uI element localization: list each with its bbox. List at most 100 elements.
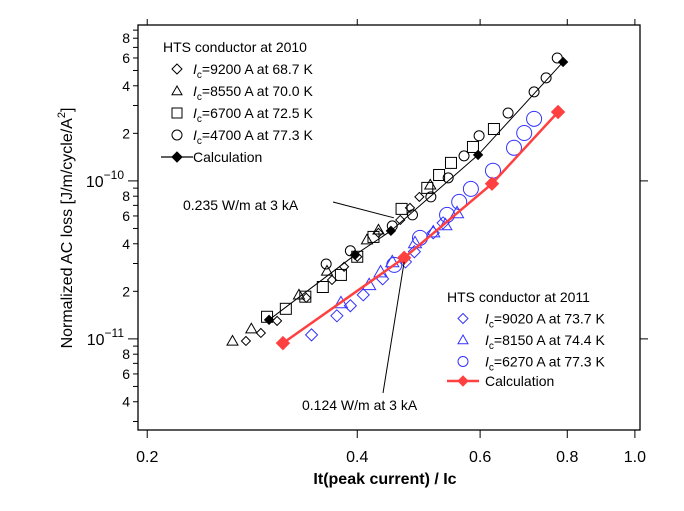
calculation-point bbox=[349, 249, 361, 261]
x-tick-label: 0.4 bbox=[346, 449, 368, 466]
legend-marker bbox=[171, 151, 183, 163]
y-minor-tick-label: 2 bbox=[122, 125, 130, 141]
data-point bbox=[333, 295, 349, 309]
legend-label: Ic=6700 A at 72.5 K bbox=[193, 105, 313, 125]
legend-1: HTS conductor at 2011 Ic=9020 A at 73.7 K… bbox=[447, 289, 605, 389]
calculation-point bbox=[550, 104, 566, 120]
y-axis-label: Normalized AC loss [J/m/cycle/A2] bbox=[56, 108, 76, 349]
data-point bbox=[334, 268, 347, 281]
data-marks bbox=[226, 52, 569, 351]
data-point bbox=[320, 264, 334, 276]
data-point bbox=[372, 223, 385, 235]
legends: HTS conductor at 2010 Ic=9200 A at 68.7 K… bbox=[161, 39, 605, 389]
data-point bbox=[425, 191, 437, 203]
series-3 bbox=[320, 52, 563, 270]
x-tick-label: 0.8 bbox=[556, 449, 578, 466]
data-point bbox=[395, 202, 408, 215]
data-point bbox=[466, 140, 479, 153]
y-tick-label: 10−11 bbox=[87, 326, 125, 349]
data-point bbox=[304, 328, 319, 342]
data-point bbox=[320, 258, 332, 270]
data-point bbox=[526, 110, 543, 127]
data-point bbox=[540, 72, 552, 84]
y-minor-tick-label: 4 bbox=[122, 236, 130, 252]
plot-frame bbox=[137, 24, 641, 431]
legend-marker bbox=[457, 333, 469, 345]
y-minor-tick-label: 8 bbox=[122, 30, 130, 46]
legend-marker bbox=[457, 375, 469, 387]
series-8 bbox=[275, 104, 566, 351]
data-point bbox=[356, 288, 370, 302]
data-point bbox=[487, 123, 500, 136]
legend-title: HTS conductor at 2010 bbox=[163, 39, 307, 55]
data-point bbox=[414, 191, 425, 203]
x-tick-label: 0.2 bbox=[136, 449, 158, 466]
data-point bbox=[330, 309, 344, 323]
legend-label: Ic=6270 A at 77.3 K bbox=[485, 354, 605, 374]
data-point bbox=[473, 130, 485, 142]
series-4 bbox=[263, 56, 569, 326]
data-point bbox=[316, 281, 329, 294]
data-point bbox=[226, 334, 239, 346]
legend-marker bbox=[171, 63, 183, 75]
series-1 bbox=[226, 178, 437, 346]
data-point bbox=[255, 327, 267, 339]
data-point bbox=[386, 256, 403, 273]
calculation-line bbox=[268, 61, 564, 321]
legend-label: Ic=4700 A at 77.3 K bbox=[193, 127, 313, 147]
y-minor-tick-label: 6 bbox=[122, 50, 130, 66]
legend-marker bbox=[171, 84, 183, 96]
calculation-point bbox=[275, 335, 291, 351]
x-axis-label: It(peak current) / Ic bbox=[313, 471, 456, 488]
data-point bbox=[528, 86, 540, 98]
y-minor-tick-label: 2 bbox=[122, 283, 130, 299]
legend-label: Ic=9020 A at 73.7 K bbox=[485, 311, 605, 331]
legend-0: HTS conductor at 2010 Ic=9200 A at 68.7 K… bbox=[161, 39, 313, 165]
data-point bbox=[360, 233, 374, 245]
legend-marker bbox=[457, 312, 469, 325]
y-minor-tick-label: 6 bbox=[122, 366, 130, 382]
calculation-point bbox=[263, 314, 275, 326]
annotation-label: 0.124 W/m at 3 kA bbox=[302, 397, 418, 413]
calculation-point bbox=[484, 176, 500, 191]
y-minor-tick-label: 4 bbox=[122, 394, 130, 410]
legend-marker bbox=[171, 107, 183, 119]
x-tick-label: 1.0 bbox=[624, 449, 646, 466]
legend-label: Calculation bbox=[485, 373, 554, 389]
data-point bbox=[451, 193, 468, 210]
annotation-leader bbox=[382, 261, 405, 394]
legend-label: Ic=8550 A at 70.0 K bbox=[193, 83, 313, 103]
calculation-point bbox=[385, 225, 397, 237]
data-point bbox=[502, 107, 514, 119]
legend-label: Ic=8150 A at 74.4 K bbox=[485, 332, 605, 352]
data-point bbox=[395, 214, 406, 226]
y-minor-tick-label: 8 bbox=[122, 346, 130, 362]
y-minor-tick-label: 8 bbox=[122, 188, 130, 204]
annotation-leader bbox=[332, 201, 395, 219]
legend-label: Calculation bbox=[193, 149, 262, 165]
data-point bbox=[406, 209, 418, 221]
data-point bbox=[462, 180, 479, 197]
data-point bbox=[442, 172, 454, 184]
legend-marker bbox=[171, 129, 183, 141]
y-tick-label: 10−10 bbox=[86, 168, 124, 191]
legend-marker bbox=[457, 356, 469, 367]
x-tick-label: 0.6 bbox=[469, 449, 491, 466]
calculation-point bbox=[557, 56, 569, 68]
data-point bbox=[407, 245, 422, 259]
data-point bbox=[444, 156, 457, 169]
data-point bbox=[516, 124, 533, 141]
y-minor-tick-label: 4 bbox=[122, 78, 130, 94]
annotations: 0.235 W/m at 3 kA 0.124 W/m at 3 kA bbox=[183, 197, 418, 413]
legend-title: HTS conductor at 2011 bbox=[447, 289, 590, 305]
annotation-label: 0.235 W/m at 3 kA bbox=[183, 197, 299, 213]
y-minor-tick-label: 6 bbox=[122, 208, 130, 224]
calculation-line bbox=[282, 111, 559, 345]
data-point bbox=[271, 315, 283, 327]
data-point bbox=[438, 217, 453, 231]
data-point bbox=[240, 335, 252, 347]
calculation-point bbox=[472, 149, 484, 161]
data-point bbox=[343, 299, 358, 313]
